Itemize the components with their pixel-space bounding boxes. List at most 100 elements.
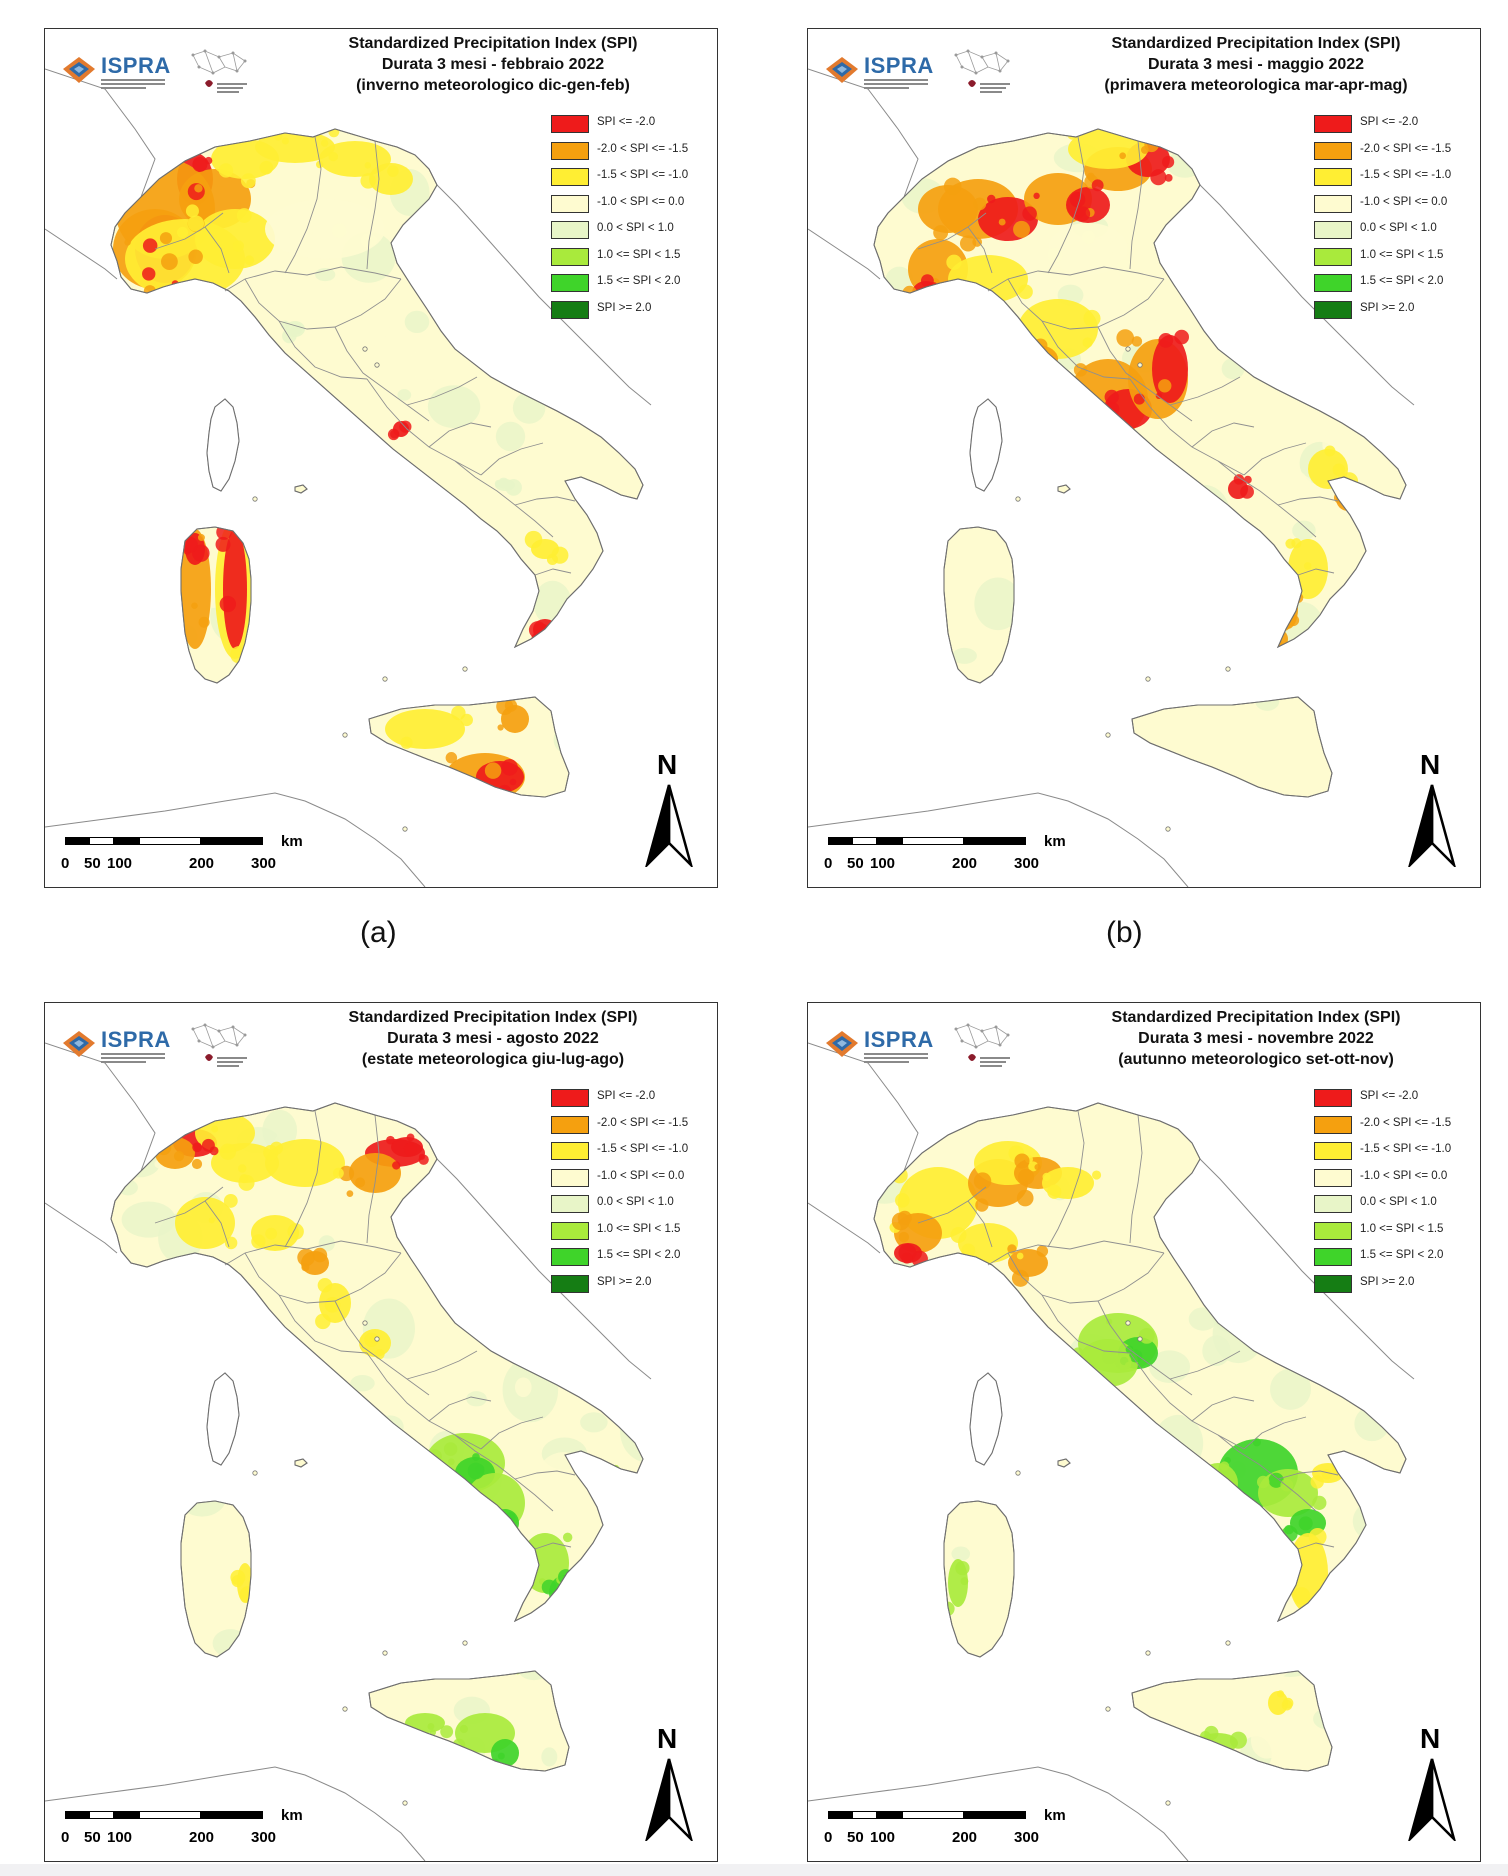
region-border [406, 376, 478, 406]
snpa-logo-icon [954, 1023, 1010, 1067]
small-island [342, 1706, 348, 1712]
legend-label: SPI >= 2.0 [1360, 1275, 1415, 1288]
france-coast [45, 228, 118, 280]
ispra-logo-subtext [101, 1053, 165, 1063]
scale-bar-segment [139, 837, 201, 845]
scale-bar-segment [201, 1811, 263, 1819]
scale-tick-label: 50 [847, 1829, 864, 1846]
scale-tick-label: 300 [1014, 855, 1040, 872]
small-island [1225, 666, 1231, 672]
scale-unit: km [281, 833, 303, 850]
region-border [244, 1252, 402, 1304]
italy-map [808, 1042, 1415, 1861]
map-title: Standardized Precipitation Index (SPI) D… [1046, 33, 1466, 96]
map-title: Standardized Precipitation Index (SPI) D… [283, 33, 703, 96]
scale-tick-label: 300 [251, 855, 277, 872]
map-title: Standardized Precipitation Index (SPI) D… [1046, 1007, 1466, 1070]
region-border [1007, 1252, 1165, 1304]
map-title-line-1: Standardized Precipitation Index (SPI) [1111, 35, 1401, 52]
scale-bar-segment [65, 837, 90, 845]
legend-label: -1.5 < SPI <= -1.0 [597, 169, 689, 181]
small-island [362, 1320, 368, 1326]
legend-swatch [551, 1168, 589, 1187]
ispra-logo-text: ISPRA [864, 1027, 934, 1052]
legend-label: SPI <= -2.0 [597, 1090, 656, 1102]
north-arrow: N [1408, 1723, 1468, 1843]
scale-bar-segment [876, 1811, 902, 1819]
small-island [1137, 362, 1143, 368]
legend-label: SPI <= -2.0 [1360, 1090, 1419, 1102]
small-island [1165, 826, 1171, 832]
adriatic-coast [436, 1158, 652, 1380]
adriatic-coast [1199, 184, 1415, 406]
neighbour-border [45, 1042, 156, 1172]
africa-coast [808, 1766, 1189, 1861]
legend-swatch [551, 1115, 589, 1134]
legend-swatch [551, 274, 589, 292]
region-border [917, 212, 987, 250]
region-border [1129, 140, 1143, 270]
north-arrow-icon [1408, 784, 1456, 867]
small-island [1145, 1650, 1151, 1656]
region-border [1217, 1434, 1317, 1512]
legend-swatch [551, 1221, 589, 1240]
map-title-line-2: Durata 3 mesi - maggio 2022 [1147, 56, 1365, 73]
region-border [1243, 442, 1307, 476]
region-border [366, 1114, 380, 1244]
region-border [278, 320, 368, 380]
scale-bar-segment [876, 837, 902, 845]
scale-tick-label: 300 [251, 1829, 277, 1846]
region-border [204, 1200, 230, 1248]
scale-tick-label: 200 [189, 855, 215, 872]
legend-label: -2.0 < SPI <= -1.5 [1360, 142, 1452, 155]
map-title-line-3: (estate meteorologica giu-lug-ago) [361, 1051, 625, 1068]
region-border [1047, 136, 1085, 274]
scale-bar-segment [89, 837, 114, 845]
region-border [534, 1542, 572, 1550]
scale-tick-label: 200 [952, 1829, 978, 1846]
france-coast [808, 1202, 881, 1254]
small-island [362, 346, 368, 352]
scale-tick-label: 50 [84, 855, 101, 872]
neighbour-border [808, 68, 919, 198]
map-title-line-1: Standardized Precipitation Index (SPI) [348, 35, 638, 52]
scale-bar-segment [89, 1811, 114, 1819]
region-border [284, 1110, 322, 1248]
region-border [278, 1294, 368, 1354]
region-border [1297, 1542, 1335, 1550]
north-arrow-icon [645, 1758, 693, 1841]
scale-bar-segment [964, 1811, 1026, 1819]
legend-swatch [551, 300, 589, 319]
north-arrow: N [645, 749, 705, 869]
ispra-logo-subtext [864, 79, 928, 89]
legend-swatch [1314, 274, 1352, 292]
ispra-logo: ISPRA [57, 1021, 257, 1081]
scale-tick-label: 0 [824, 1829, 833, 1846]
legend-label: -1.0 < SPI <= 0.0 [597, 195, 685, 208]
legend-swatch [551, 168, 589, 186]
legend-swatch [1314, 1142, 1352, 1160]
panel-caption: (a) [360, 916, 397, 949]
legend-label: -1.5 < SPI <= -1.0 [1360, 1143, 1452, 1155]
map-title-line-3: (inverno meteorologico dic-gen-feb) [356, 77, 630, 94]
legend-label: SPI <= -2.0 [1360, 116, 1419, 128]
africa-coast [45, 792, 426, 887]
legend-label: -1.5 < SPI <= -1.0 [1360, 169, 1452, 181]
scale-bar: km 0 50 100 200 300 [61, 1807, 303, 1855]
ispra-mark-icon [63, 57, 95, 83]
scale-bar: km 0 50 100 200 300 [61, 833, 303, 881]
legend-swatch [551, 141, 589, 160]
region-border [1217, 460, 1317, 538]
legend-swatch [551, 247, 589, 266]
snpa-logo-icon [191, 1023, 247, 1067]
small-island [1105, 1706, 1111, 1712]
small-island [1137, 1336, 1143, 1342]
map-title-line-3: (autunno meteorologico set-ott-nov) [1118, 1051, 1394, 1068]
sicily [1131, 1670, 1333, 1772]
region-border [917, 1186, 987, 1224]
map-panel-1: ISPRA Standardized Precipitation Index (… [44, 28, 718, 888]
small-island [374, 1336, 380, 1342]
sicily [1131, 696, 1333, 798]
region-border [1097, 1300, 1193, 1396]
legend-swatch [1314, 141, 1352, 160]
